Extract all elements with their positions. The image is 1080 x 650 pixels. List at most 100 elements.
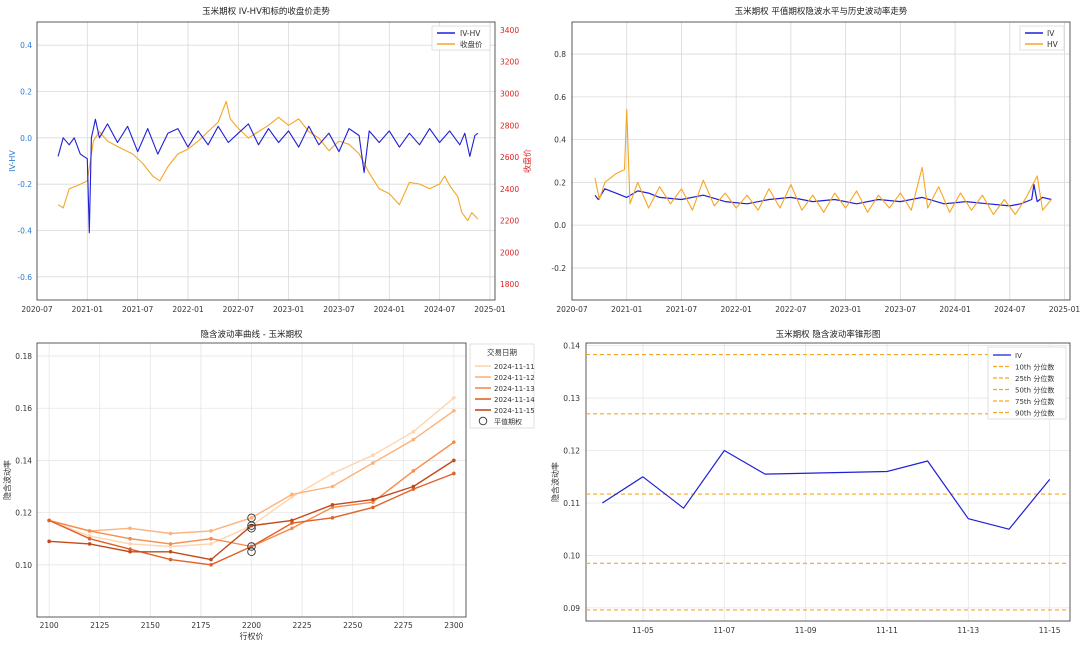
c1-x-tick: 2021-01 [72, 305, 104, 314]
c1-frame [36, 21, 496, 301]
c3-y-tick: 0.16 [15, 404, 32, 413]
c3-point [168, 531, 173, 536]
c3-point [290, 526, 294, 531]
c3-legend-label: 平值期权 [494, 417, 522, 426]
c4-x-tick: 11-07 [713, 626, 735, 635]
c4-legend-label: 10th 分位数 [1015, 363, 1054, 372]
c3-frame [36, 342, 467, 618]
c1-legend [431, 25, 491, 51]
c1-y-tick: 0.0 [20, 134, 32, 143]
c1-title: 玉米期权 IV-HV和标的收盘价走势 [202, 6, 330, 17]
c4-iv-line [601, 449, 1051, 530]
c3-atm-marker [247, 547, 256, 557]
c3-point [87, 542, 92, 546]
c1-x-tick: 2025-01 [474, 305, 506, 314]
c3-point [330, 484, 335, 489]
c4-ylabel: 隐含波动率 [550, 462, 560, 502]
c3-point [209, 529, 213, 533]
c1-close-line [57, 100, 479, 222]
c3-x-tick: 2275 [394, 621, 413, 630]
c1-y2-tick: 2600 [500, 153, 519, 162]
c3-x-tick: 2250 [343, 621, 362, 630]
c3-ylabel: 隐含波动率 [2, 460, 12, 500]
c1-ivhv-line [57, 118, 479, 234]
c3-xlabel: 行权价 [240, 631, 264, 641]
c3-point [452, 409, 456, 413]
c3-point [371, 505, 375, 510]
c1-y-tick: 0.2 [20, 88, 32, 97]
c2-y-tick: -0.2 [551, 264, 566, 273]
c3-point [209, 536, 213, 541]
c4-y-tick: 0.14 [563, 342, 580, 351]
c3-y-tick: 0.18 [15, 352, 32, 361]
c4-legend [987, 346, 1067, 420]
c3-point [452, 396, 456, 400]
c3-point [411, 429, 416, 434]
c1-x-tick: 2020-07 [21, 305, 53, 314]
c1-y2-tick: 2200 [500, 217, 519, 226]
c1-x-tick: 2021-07 [122, 305, 154, 314]
c1-y2label: 收盘价 [522, 149, 532, 173]
c3-x-tick: 2300 [444, 621, 463, 630]
c2-legend-label: IV [1047, 29, 1055, 38]
c4-y-tick: 0.09 [563, 604, 580, 613]
c3-point [128, 542, 132, 546]
c2-hv-line [594, 109, 1052, 216]
c3-point [168, 557, 173, 562]
c3-point [290, 521, 294, 525]
c2-x-tick: 2024-07 [994, 305, 1026, 314]
c3-point [411, 437, 416, 442]
c1-y2-tick: 1800 [500, 280, 519, 289]
c2-legend [1019, 25, 1065, 51]
c2-x-tick: 2021-07 [666, 305, 698, 314]
c2-frame [571, 21, 1071, 301]
c3-legend-title: 交易日期 [487, 347, 517, 357]
c3-legend-label: 2024-11-13 [494, 385, 535, 393]
c3-point [290, 495, 294, 499]
c3-point [290, 492, 294, 497]
c4-legend-label: IV [1015, 352, 1022, 360]
c3-point [209, 557, 213, 562]
c2-y-tick: 0.0 [554, 221, 566, 230]
c3-legend [469, 343, 535, 429]
c2-x-tick: 2025-01 [1049, 305, 1080, 314]
c3-point [371, 500, 375, 504]
c3-point [330, 471, 335, 476]
c3-y-tick: 0.10 [15, 561, 32, 570]
c3-point [128, 547, 132, 551]
c3-point [209, 563, 213, 567]
c3-y-tick: 0.12 [15, 509, 32, 518]
c3-point [411, 469, 416, 473]
c1-y-tick: -0.6 [17, 273, 32, 282]
c2-x-tick: 2023-07 [885, 305, 917, 314]
c4-x-tick: 11-09 [795, 626, 817, 635]
c3-point [47, 539, 51, 544]
c4-x-tick: 11-13 [957, 626, 979, 635]
c3-legend-label: 2024-11-11 [494, 363, 535, 371]
c2-x-tick: 2022-01 [721, 305, 753, 314]
c3-point [128, 549, 132, 554]
c4-x-tick: 11-05 [632, 626, 654, 635]
c2-x-tick: 2023-01 [830, 305, 862, 314]
c1-y2-tick: 3200 [500, 58, 519, 67]
c3-point [87, 529, 92, 533]
c3-x-tick: 2100 [40, 621, 59, 630]
c1-legend-label: 收盘价 [460, 39, 483, 49]
c2-y-tick: 0.6 [554, 93, 566, 102]
c1-x-tick: 2024-01 [374, 305, 406, 314]
c4-x-tick: 11-11 [876, 626, 898, 635]
c1-x-tick: 2022-01 [172, 305, 204, 314]
c3-point [452, 458, 456, 463]
c3-point [87, 536, 92, 541]
c3-title: 隐含波动率曲线 - 玉米期权 [201, 329, 303, 340]
c1-y2-tick: 3400 [500, 26, 519, 35]
c3-atm-marker [247, 524, 256, 533]
c3-x-tick: 2125 [90, 621, 109, 630]
c3-point [168, 544, 173, 549]
c3-point [128, 526, 132, 531]
c2-x-tick: 2024-01 [939, 305, 971, 314]
c3-point [249, 516, 254, 520]
c3-point [330, 516, 335, 520]
